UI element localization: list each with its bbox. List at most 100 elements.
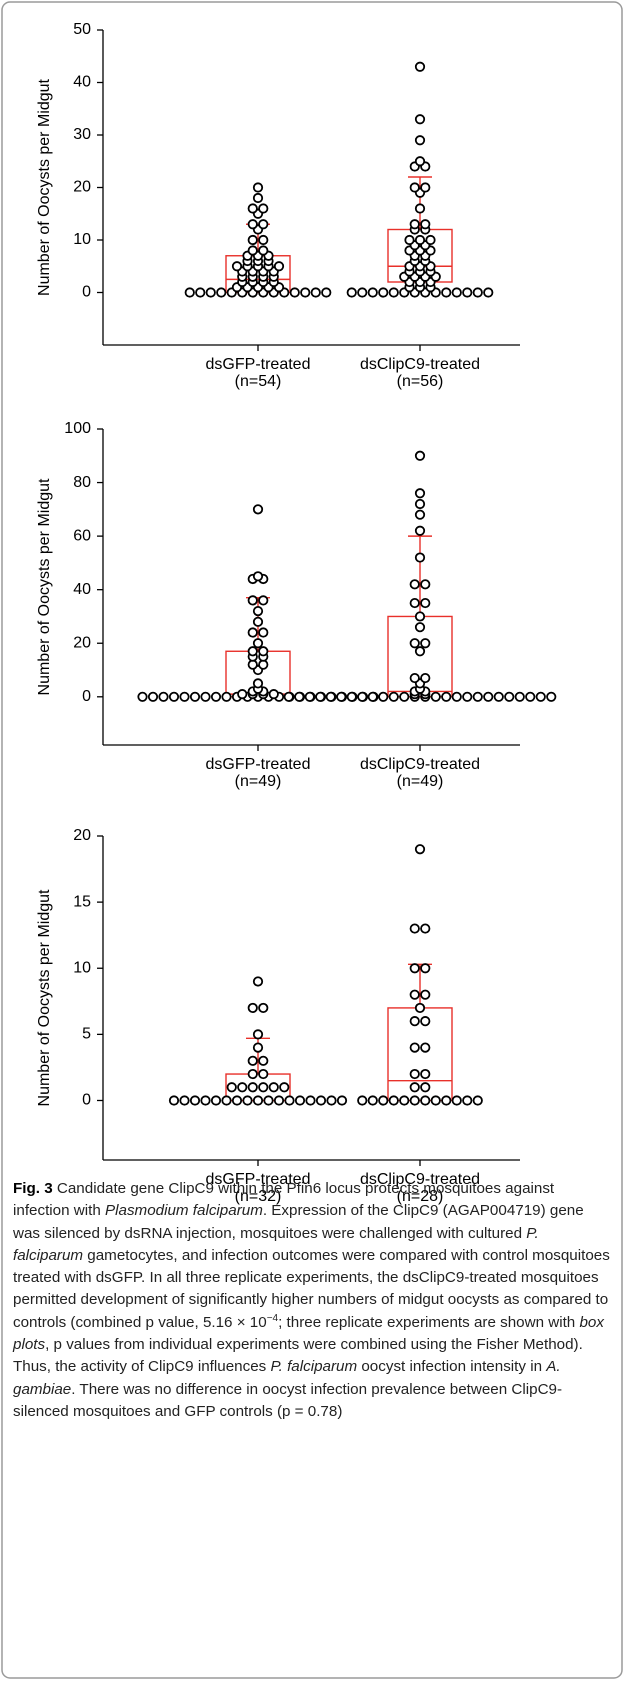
point <box>216 287 227 298</box>
caption-text: . There was no difference in oocyst infe… <box>13 1380 563 1420</box>
point <box>546 691 557 702</box>
point <box>441 691 452 702</box>
point <box>420 182 431 193</box>
point <box>258 234 269 246</box>
y-tick-label: 40 <box>73 74 91 91</box>
point <box>300 287 311 298</box>
point <box>414 844 426 855</box>
point <box>247 1082 258 1093</box>
point <box>252 1095 264 1106</box>
point <box>325 691 336 702</box>
point <box>252 638 264 649</box>
point <box>210 691 222 702</box>
x-tick-note: (n=49) <box>397 773 444 790</box>
point <box>514 691 525 702</box>
point <box>200 1095 211 1106</box>
point <box>472 691 483 702</box>
y-tick-label: 0 <box>82 284 91 301</box>
caption-text: P. falciparum <box>13 1224 539 1264</box>
point <box>378 287 389 298</box>
point <box>409 923 420 934</box>
point <box>367 287 378 298</box>
y-tick-label: 20 <box>73 634 91 651</box>
point <box>399 691 410 702</box>
y-tick-label: 10 <box>73 959 91 976</box>
point <box>258 219 269 230</box>
point <box>357 691 368 702</box>
y-tick-label: 20 <box>73 827 91 844</box>
y-axis-label: Number of Oocysts per Midgut <box>36 478 53 696</box>
point <box>409 989 420 1000</box>
point <box>472 287 483 298</box>
point <box>168 691 180 702</box>
point <box>247 595 258 606</box>
box <box>387 1007 453 1102</box>
point <box>226 1082 237 1093</box>
point <box>179 691 190 702</box>
point <box>304 691 315 702</box>
point <box>504 691 515 702</box>
point <box>462 287 473 298</box>
point <box>414 509 426 520</box>
point <box>409 638 420 649</box>
point <box>252 1042 264 1053</box>
point <box>310 287 321 298</box>
point <box>462 691 473 702</box>
point <box>252 616 264 627</box>
point <box>137 691 148 702</box>
point <box>493 691 504 702</box>
point <box>273 261 285 272</box>
caption-label: Fig. 3 <box>13 1180 53 1197</box>
point <box>535 691 546 702</box>
y-tick-label: 0 <box>82 688 91 705</box>
point <box>409 219 420 230</box>
y-tick-label: 10 <box>73 231 91 248</box>
point <box>247 219 258 230</box>
point <box>247 1068 258 1080</box>
caption-text: Candidate gene ClipC9 within the Pfin6 l… <box>13 1180 555 1220</box>
point <box>420 923 431 934</box>
x-tick-note: (n=32) <box>235 1188 282 1205</box>
point <box>420 1016 431 1027</box>
caption-text: , p values from individual experiments w… <box>13 1336 583 1376</box>
point <box>326 1095 337 1106</box>
point <box>231 1095 243 1106</box>
x-tick-note: (n=54) <box>235 373 282 390</box>
point <box>414 203 426 214</box>
point <box>430 1095 441 1106</box>
x-tick-label: dsClipC9-treated <box>360 356 480 373</box>
point <box>252 1029 264 1040</box>
point <box>258 595 269 606</box>
x-tick-label: dsGFP-treated <box>206 356 311 373</box>
point <box>388 1095 399 1106</box>
point <box>346 287 357 298</box>
point <box>483 691 494 702</box>
point <box>252 504 264 515</box>
point <box>247 1002 258 1014</box>
point <box>247 203 258 214</box>
point <box>252 571 264 582</box>
y-tick-label: 30 <box>73 126 91 143</box>
caption-text: ; three replicate experiments are shown … <box>278 1313 580 1331</box>
point <box>441 1095 452 1106</box>
point <box>404 234 415 246</box>
point <box>414 488 426 499</box>
point <box>388 691 399 702</box>
point <box>414 1002 426 1014</box>
point <box>294 1095 306 1106</box>
point <box>237 1082 248 1093</box>
point <box>414 61 426 72</box>
x-tick-label: dsClipC9-treated <box>360 756 480 773</box>
point <box>414 156 426 167</box>
point <box>378 691 389 702</box>
point <box>247 245 258 256</box>
point <box>420 672 431 684</box>
point <box>409 672 420 684</box>
point <box>247 1055 258 1066</box>
point <box>210 1095 222 1106</box>
point <box>252 182 264 193</box>
point <box>409 1068 420 1080</box>
point <box>409 579 420 590</box>
point <box>252 606 264 617</box>
